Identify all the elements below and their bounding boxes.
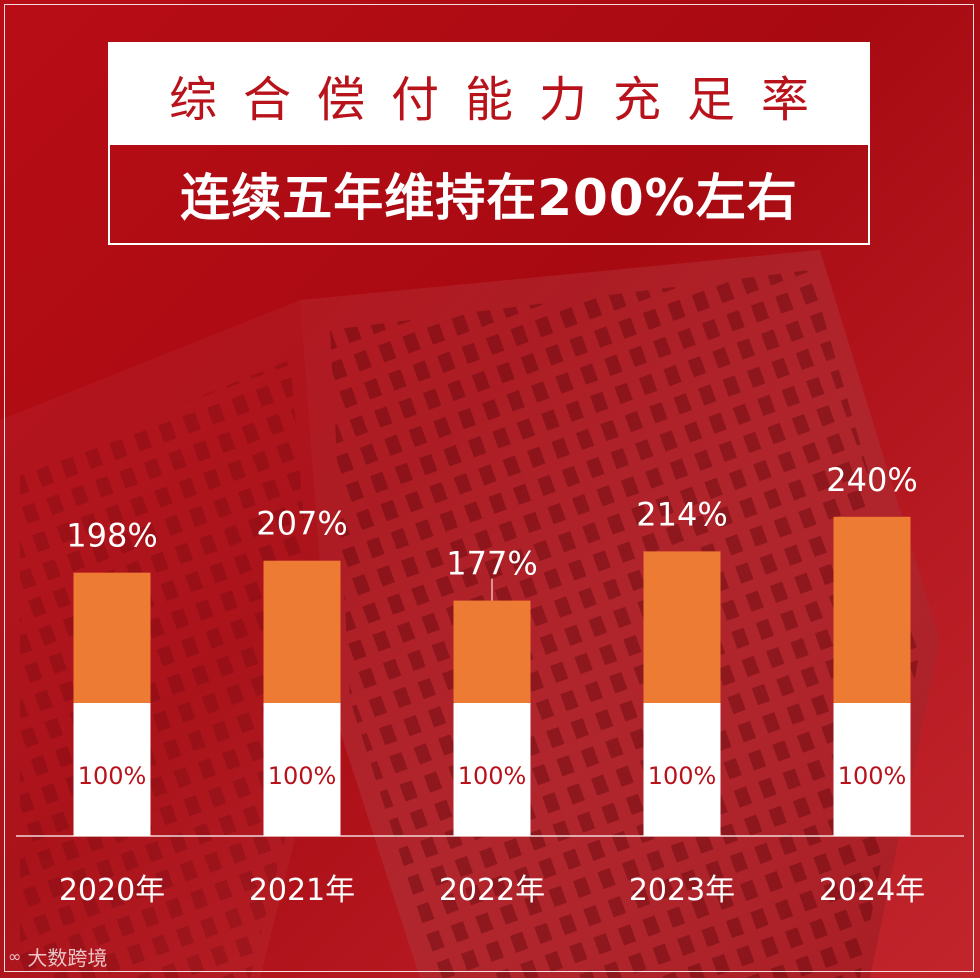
bar-base-2 xyxy=(453,703,531,836)
watermark-text: 大数跨境 xyxy=(27,946,108,970)
total-value-label-1: 207% xyxy=(256,505,347,543)
title-box: 综合偿付能力充足率 连续五年维持在200%左右 xyxy=(108,42,870,245)
x-tick-label-4: 2024年 xyxy=(819,873,925,908)
x-tick-label-3: 2023年 xyxy=(629,873,735,908)
base-value-label-4: 100% xyxy=(838,762,907,790)
total-value-label-4: 240% xyxy=(826,461,917,499)
title-banner: 综合偿付能力充足率 xyxy=(110,44,868,145)
x-tick-label-0: 2020年 xyxy=(59,873,165,908)
base-value-label-2: 100% xyxy=(458,762,527,790)
total-value-label-3: 214% xyxy=(636,495,727,533)
total-value-label-0: 198% xyxy=(66,517,157,555)
x-tick-label-1: 2021年 xyxy=(249,873,355,908)
bar-base-0 xyxy=(73,703,151,836)
bar-excess-4 xyxy=(833,516,911,703)
bar-excess-0 xyxy=(73,572,151,703)
x-tick-label-2: 2022年 xyxy=(439,873,545,908)
base-value-label-0: 100% xyxy=(78,762,147,790)
bar-base-4 xyxy=(833,703,911,836)
watermark-logo-icon: ∞ xyxy=(8,947,22,966)
base-value-label-3: 100% xyxy=(648,762,717,790)
bar-base-1 xyxy=(263,703,341,836)
base-value-label-1: 100% xyxy=(268,762,337,790)
watermark: ∞ 大数跨境 xyxy=(8,942,107,971)
subtitle-banner: 连续五年维持在200%左右 xyxy=(110,145,868,243)
bar-excess-2 xyxy=(453,600,531,703)
total-value-label-2: 177% xyxy=(446,545,537,583)
bar-excess-1 xyxy=(263,560,341,703)
bar-base-3 xyxy=(643,703,721,836)
bar-excess-3 xyxy=(643,551,721,703)
page-border xyxy=(4,4,974,972)
chart-title: 综合偿付能力充足率 xyxy=(168,71,835,128)
chart-subtitle: 连续五年维持在200%左右 xyxy=(180,169,798,227)
